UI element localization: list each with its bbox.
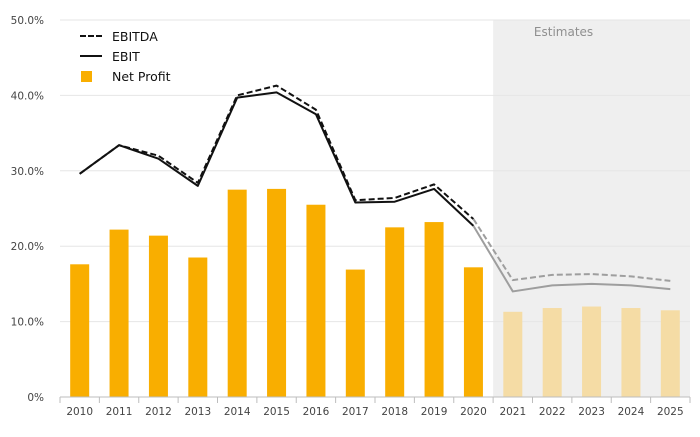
bar-net-profit	[306, 204, 326, 397]
legend-swatch-net-profit	[80, 70, 102, 82]
y-tick-label: 40.0%	[11, 90, 44, 102]
x-tick-label: 2010	[66, 406, 93, 418]
x-tick-label: 2013	[184, 406, 211, 418]
bar-net-profit	[109, 229, 129, 397]
legend-swatch-ebit	[80, 51, 102, 61]
y-tick-label: 50.0%	[11, 15, 44, 27]
x-tick-label: 2012	[145, 406, 172, 418]
bar-net-profit	[463, 267, 483, 397]
y-tick-label: 30.0%	[11, 166, 44, 178]
x-tick-label: 2022	[539, 406, 566, 418]
bar-net-profit	[660, 310, 680, 397]
x-tick-label: 2023	[578, 406, 605, 418]
bar-net-profit	[188, 257, 208, 397]
bar-net-profit	[503, 311, 523, 397]
line-ebitda	[79, 84, 475, 220]
estimates-label: Estimates	[534, 25, 593, 39]
legend-swatch-ebitda	[80, 31, 102, 41]
bar-net-profit	[542, 308, 562, 397]
x-tick-label: 2021	[499, 406, 526, 418]
x-tick-label: 2016	[303, 406, 330, 418]
legend-label-ebit: EBIT	[112, 48, 140, 64]
line-ebit	[79, 91, 475, 227]
bar-net-profit	[227, 189, 247, 397]
bar-net-profit	[385, 227, 405, 397]
legend-label-net-profit: Net Profit	[112, 68, 171, 84]
x-tick-label: 2025	[657, 406, 684, 418]
x-tick-label: 2015	[263, 406, 290, 418]
x-tick-label: 2018	[381, 406, 408, 418]
legend: EBITDA EBIT Net Profit	[80, 26, 171, 86]
x-tick-label: 2011	[106, 406, 133, 418]
line-ebit-estimate	[472, 225, 671, 293]
y-tick-label: 10.0%	[11, 317, 44, 329]
bar-net-profit	[621, 308, 641, 397]
bar-net-profit	[345, 269, 365, 397]
legend-item-net-profit: Net Profit	[80, 66, 171, 86]
y-tick-label: 0%	[27, 392, 44, 404]
legend-label-ebitda: EBITDA	[112, 28, 158, 44]
bar-net-profit	[267, 188, 287, 397]
bar-net-profit	[582, 306, 602, 397]
bar-net-profit	[424, 222, 444, 397]
bar-net-profit	[148, 235, 168, 397]
y-tick-label: 20.0%	[11, 241, 44, 253]
x-tick-label: 2017	[342, 406, 369, 418]
x-tick-label: 2019	[421, 406, 448, 418]
bar-net-profit	[70, 264, 90, 397]
x-tick-label: 2014	[224, 406, 251, 418]
legend-item-ebit: EBIT	[80, 46, 171, 66]
x-tick-label: 2024	[618, 406, 645, 418]
legend-item-ebitda: EBITDA	[80, 26, 171, 46]
x-tick-label: 2020	[460, 406, 487, 418]
